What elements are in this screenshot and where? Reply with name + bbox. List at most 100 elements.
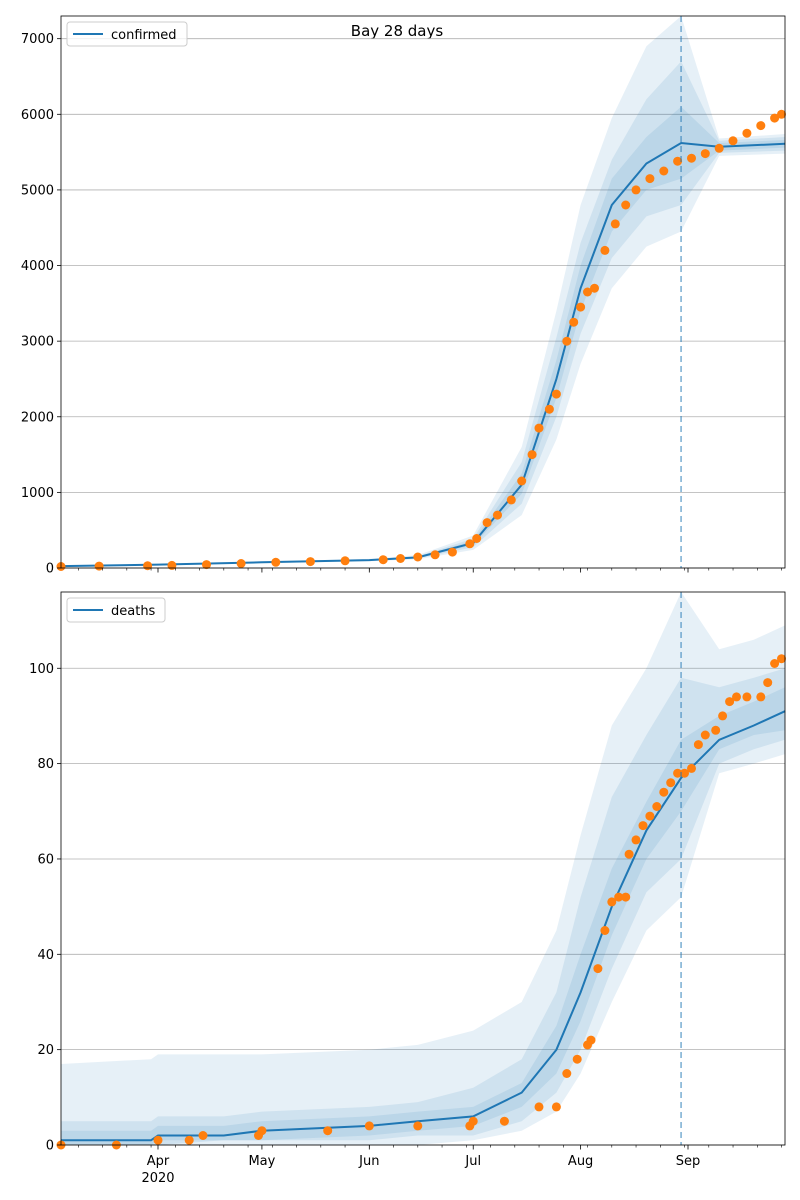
observed-point xyxy=(700,149,710,159)
observed-point xyxy=(396,554,405,563)
observed-point xyxy=(725,697,735,707)
y-tick-label: 40 xyxy=(37,948,54,963)
observed-point xyxy=(645,174,655,184)
observed-point xyxy=(687,763,696,773)
observed-point xyxy=(742,128,752,138)
observed-point xyxy=(493,510,502,520)
observed-point xyxy=(305,557,315,567)
x-tick-label: Sep xyxy=(676,1154,701,1169)
observed-point xyxy=(364,1121,374,1131)
observed-point xyxy=(236,559,246,568)
observed-point xyxy=(323,1126,333,1136)
observed-point xyxy=(593,964,603,974)
y-tick-label: 6000 xyxy=(21,108,54,123)
deaths-axes: 0 20 40 60 80 100 Apr 2020 May Jun Jul Aug Sep xyxy=(29,591,786,1186)
observed-point xyxy=(687,153,696,163)
observed-point xyxy=(198,1131,208,1140)
observed-point xyxy=(153,1135,163,1145)
x-tick-label: Jun xyxy=(358,1154,379,1169)
legend-label: confirmed xyxy=(111,28,177,43)
observed-point xyxy=(472,534,482,543)
observed-point xyxy=(638,821,648,831)
observed-point xyxy=(143,561,153,571)
legend-box xyxy=(66,597,166,623)
observed-point xyxy=(413,552,423,562)
observed-point xyxy=(413,1121,423,1131)
confirmed-bands xyxy=(61,16,785,567)
observed-point xyxy=(447,547,457,557)
deaths-observed-points xyxy=(56,654,786,1150)
observed-point xyxy=(271,557,281,567)
observed-point xyxy=(714,143,724,153)
observed-point xyxy=(673,156,683,166)
axes-frame xyxy=(60,15,786,569)
observed-point xyxy=(777,109,786,119)
observed-point xyxy=(614,892,624,902)
y-tick-label: 7000 xyxy=(21,32,54,47)
legend-label: deaths xyxy=(111,604,156,619)
observed-point xyxy=(756,692,766,702)
confirmed-panel: 0 1000 2000 3000 4000 5000 6000 7000 confirmed xyxy=(21,15,786,577)
observed-point xyxy=(576,302,586,312)
deaths-legend: deaths xyxy=(66,597,166,623)
observed-point xyxy=(624,849,634,859)
observed-point xyxy=(562,1069,572,1078)
observed-point xyxy=(378,555,388,565)
observed-point xyxy=(468,1116,478,1126)
confirmed-axes: 0 1000 2000 3000 4000 5000 6000 7000 xyxy=(21,15,786,577)
observed-point xyxy=(499,1116,509,1126)
observed-point xyxy=(562,336,572,346)
observed-point xyxy=(700,730,710,740)
y-tick-label: 5000 xyxy=(21,183,54,198)
y-tick-label: 4000 xyxy=(21,259,54,274)
observed-point xyxy=(666,778,676,788)
observed-point xyxy=(621,200,631,210)
observed-point xyxy=(659,166,669,176)
observed-point xyxy=(659,787,669,797)
x-tick-label: Apr xyxy=(147,1154,170,1169)
observed-point xyxy=(517,476,527,486)
observed-point xyxy=(569,317,579,327)
uncertainty-band-middle xyxy=(61,668,785,1145)
uncertainty-band-outer xyxy=(61,592,785,1145)
x-tick-label: May xyxy=(248,1154,275,1169)
observed-point xyxy=(756,121,766,131)
observed-point xyxy=(600,245,610,255)
observed-point xyxy=(544,404,554,414)
y-tick-label: 1000 xyxy=(21,486,54,501)
observed-point xyxy=(652,802,662,811)
observed-point xyxy=(770,113,780,123)
y-tick-label: 3000 xyxy=(21,335,54,350)
observed-point xyxy=(680,768,689,778)
legend-box xyxy=(66,21,188,47)
observed-point xyxy=(777,654,786,664)
observed-point xyxy=(718,711,728,721)
deaths-bands xyxy=(61,592,785,1145)
y-tick-label: 20 xyxy=(37,1043,54,1058)
observed-point xyxy=(551,1102,561,1112)
y-tick-label: 80 xyxy=(37,757,54,772)
observed-point xyxy=(257,1126,267,1136)
figure-title: Bay 28 days xyxy=(351,22,444,40)
confirmed-gridlines xyxy=(61,38,785,569)
observed-point xyxy=(732,692,741,702)
observed-point xyxy=(430,550,440,560)
y-tick-label: 100 xyxy=(29,662,54,677)
uncertainty-band-outer xyxy=(61,16,785,567)
observed-point xyxy=(728,136,738,146)
observed-point xyxy=(94,561,104,571)
observed-point xyxy=(600,926,610,935)
observed-point xyxy=(631,185,641,195)
observed-point xyxy=(770,659,780,668)
y-tick-label: 0 xyxy=(46,562,54,577)
observed-point xyxy=(673,768,683,778)
observed-point xyxy=(742,692,752,702)
axes-frame xyxy=(60,591,786,1146)
observed-point xyxy=(506,495,516,505)
observed-point xyxy=(711,725,721,735)
observed-point xyxy=(590,283,599,293)
observed-point xyxy=(482,518,492,528)
observed-point xyxy=(465,539,475,549)
observed-point xyxy=(202,560,211,570)
